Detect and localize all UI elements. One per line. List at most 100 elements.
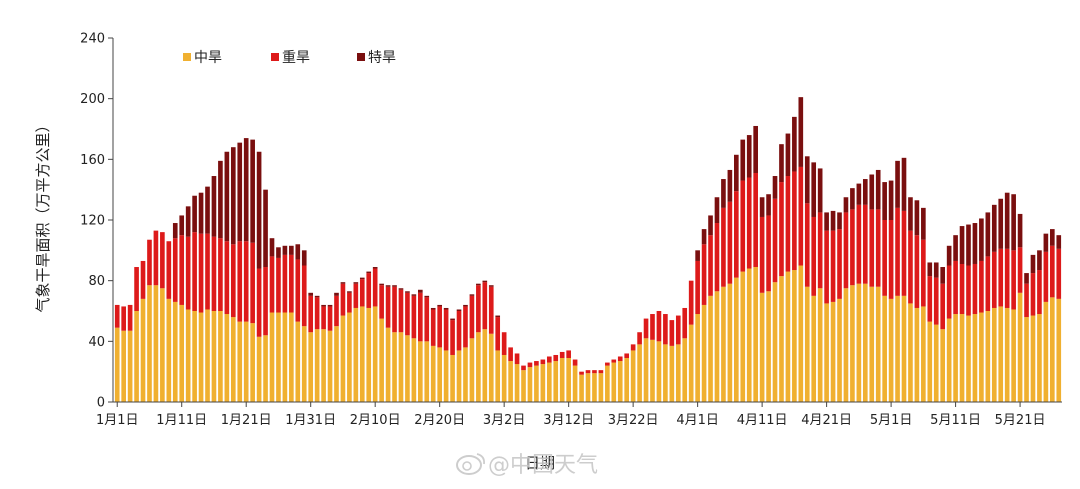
bar-moderate-109 <box>817 288 823 402</box>
bar-moderate-83 <box>650 339 655 402</box>
bar-moderate-132 <box>966 315 971 402</box>
bar-moderate-79 <box>624 358 630 402</box>
bar-extreme-56 <box>476 283 481 286</box>
bar-moderate-80 <box>630 350 636 402</box>
bar-moderate-119 <box>882 295 887 402</box>
y-tick-label: 120 <box>80 214 105 229</box>
bar-extreme-110 <box>824 212 829 231</box>
bar-moderate-114 <box>850 285 855 402</box>
bar-severe-131 <box>959 263 965 315</box>
bar-moderate-15 <box>211 311 217 402</box>
bar-moderate-125 <box>921 306 926 402</box>
bar-severe-13 <box>198 233 204 313</box>
bar-severe-14 <box>205 233 210 310</box>
bar-moderate-44 <box>398 332 404 402</box>
bar-moderate-64 <box>527 367 533 402</box>
x-tick-label: 3月2日 <box>483 413 526 428</box>
bar-severe-91 <box>701 244 707 305</box>
bar-severe-128 <box>940 283 946 330</box>
bar-moderate-100 <box>759 292 765 402</box>
bar-extreme-128 <box>940 267 946 284</box>
bar-severe-47 <box>418 292 423 342</box>
bar-moderate-36 <box>347 312 352 402</box>
bar-extreme-92 <box>708 215 713 236</box>
bar-severe-87 <box>675 315 681 345</box>
bar-extreme-117 <box>869 174 875 210</box>
bar-extreme-53 <box>456 309 462 311</box>
bar-extreme-26 <box>282 245 288 255</box>
bar-severe-92 <box>708 235 713 296</box>
bar-extreme-17 <box>224 151 230 242</box>
bar-moderate-112 <box>837 298 842 402</box>
x-tick-label: 3月22日 <box>608 413 659 428</box>
bar-moderate-70 <box>566 358 571 402</box>
bar-severe-65 <box>534 361 539 366</box>
bar-severe-51 <box>443 309 449 351</box>
bar-moderate-136 <box>991 307 997 402</box>
bar-moderate-139 <box>1011 309 1016 402</box>
bar-moderate-50 <box>437 347 442 402</box>
bar-moderate-95 <box>727 283 733 402</box>
bar-moderate-47 <box>418 341 423 402</box>
bar-severe-62 <box>514 353 520 365</box>
bar-severe-97 <box>740 180 746 272</box>
bar-moderate-8 <box>166 298 172 402</box>
bar-severe-0 <box>114 304 120 328</box>
bar-severe-37 <box>353 283 359 308</box>
bar-severe-53 <box>456 311 462 351</box>
bar-extreme-119 <box>882 182 887 220</box>
bar-severe-77 <box>611 359 617 363</box>
bar-extreme-18 <box>230 147 236 245</box>
bar-severe-54 <box>463 306 468 348</box>
bar-severe-74 <box>592 370 597 374</box>
bar-severe-8 <box>166 241 172 299</box>
bar-severe-76 <box>605 362 610 366</box>
bar-extreme-142 <box>1030 254 1036 274</box>
x-tick-label: 5月1日 <box>870 413 913 428</box>
bar-extreme-22 <box>256 151 262 269</box>
bar-extreme-111 <box>830 210 836 231</box>
bar-moderate-104 <box>785 271 791 402</box>
bar-extreme-138 <box>1004 192 1010 249</box>
bar-moderate-27 <box>289 312 294 402</box>
bar-severe-61 <box>508 347 513 362</box>
bar-moderate-45 <box>405 335 410 402</box>
bar-extreme-98 <box>746 135 752 178</box>
bar-severe-110 <box>824 230 829 304</box>
bar-moderate-18 <box>230 317 236 402</box>
bar-extreme-15 <box>211 176 217 237</box>
bar-moderate-3 <box>134 311 139 402</box>
bar-severe-112 <box>837 229 842 299</box>
bar-extreme-44 <box>398 288 404 290</box>
x-tick-label: 2月20日 <box>414 413 465 428</box>
bar-extreme-139 <box>1011 194 1016 251</box>
bar-extreme-55 <box>469 294 475 296</box>
bar-severe-31 <box>314 297 320 330</box>
bar-severe-10 <box>179 235 185 305</box>
bar-moderate-88 <box>682 338 688 402</box>
bar-severe-12 <box>192 232 197 311</box>
bar-moderate-30 <box>308 332 314 402</box>
bar-moderate-26 <box>282 312 288 402</box>
bar-moderate-117 <box>869 286 875 402</box>
bar-severe-24 <box>269 256 275 313</box>
bar-moderate-34 <box>334 326 339 402</box>
bar-moderate-122 <box>901 295 907 402</box>
bar-moderate-74 <box>592 373 597 402</box>
bar-extreme-132 <box>966 224 971 266</box>
bar-extreme-19 <box>237 142 243 242</box>
bar-moderate-146 <box>1056 298 1062 402</box>
bar-moderate-107 <box>804 286 810 402</box>
x-tick-label: 4月11日 <box>737 413 788 428</box>
bar-extreme-39 <box>366 271 372 274</box>
bar-severe-117 <box>869 209 875 287</box>
bar-severe-28 <box>295 259 301 322</box>
y-tick-label: 240 <box>80 32 105 47</box>
bar-severe-127 <box>933 277 939 325</box>
bar-moderate-75 <box>598 373 604 402</box>
bar-extreme-124 <box>914 200 920 236</box>
bar-severe-85 <box>663 314 668 345</box>
bar-moderate-9 <box>172 301 178 402</box>
bar-severe-86 <box>669 320 675 346</box>
bar-severe-15 <box>211 236 217 311</box>
